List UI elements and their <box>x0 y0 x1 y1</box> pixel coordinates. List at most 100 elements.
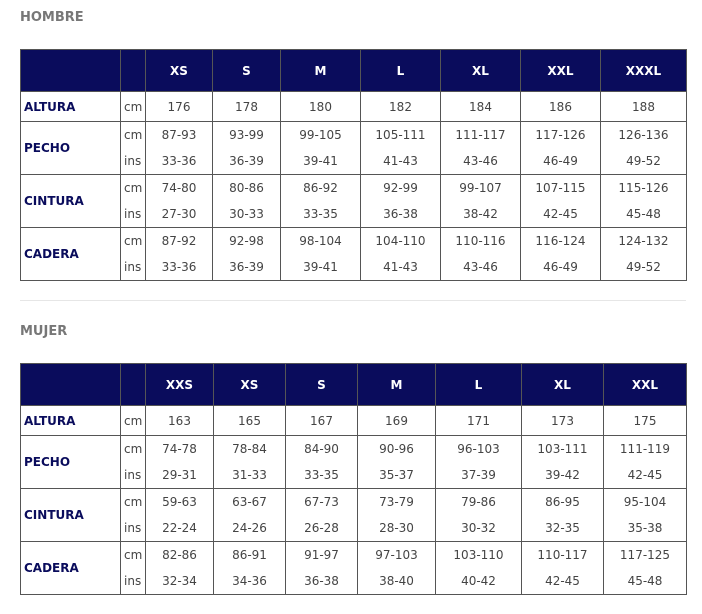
value: 33-36 <box>161 154 197 168</box>
value-cell: 117-125 45-48 <box>603 541 687 595</box>
header-row: XS S M L XL XXL XXXL <box>20 49 687 92</box>
value: 103-110 <box>453 548 504 562</box>
value: 188 <box>632 99 655 114</box>
measure-row: CADERA cm ins 82-86 32-34 86-91 34-36 91-97 36-3… <box>20 541 687 595</box>
size-table: XS S M L XL XXL XXXL ALTURA cm 176 178 180 182 184 186… <box>20 49 687 281</box>
value: 30-32 <box>461 521 496 535</box>
unit-cell: cm ins <box>120 227 146 281</box>
value: 184 <box>469 99 492 114</box>
value: 178 <box>235 99 258 114</box>
value: 38-42 <box>463 207 498 221</box>
value: 175 <box>633 413 657 428</box>
measure-row: ALTURA cm 176 178 180 182 184 186 188 <box>20 91 687 122</box>
unit-cell: cm ins <box>120 121 146 175</box>
value: 46-49 <box>543 260 578 274</box>
value: 43-46 <box>463 154 498 168</box>
value: 36-38 <box>383 207 418 221</box>
value: 63-67 <box>232 495 267 509</box>
table-body: ALTURA cm 176 178 180 182 184 186 188 PECHO cm ins 8… <box>20 91 687 281</box>
value-cell: 97-103 38-40 <box>357 541 436 595</box>
value: 78-84 <box>232 442 267 456</box>
header-cell: XXXL <box>600 49 687 92</box>
value: 38-40 <box>379 574 414 588</box>
value-cell: 86-92 33-35 <box>280 174 361 228</box>
value: 74-78 <box>162 442 197 456</box>
value: 82-86 <box>162 548 197 562</box>
measure-row: PECHO cm ins 74-78 29-31 78-84 31-33 84-90 33-35… <box>20 435 687 489</box>
value-cell: 82-86 32-34 <box>145 541 214 595</box>
measure-row: PECHO cm ins 87-93 33-36 93-99 36-39 99-105 39-4… <box>20 121 687 175</box>
value-cell: 169 <box>357 405 436 436</box>
table-head: XXS XS S M L XL XXL <box>20 363 687 406</box>
measure-row: CINTURA cm ins 74-80 27-30 80-86 30-33 86-92 33-… <box>20 174 687 228</box>
value: 91-97 <box>304 548 339 562</box>
unit: cm <box>124 181 143 195</box>
header-cell: XS <box>145 49 213 92</box>
row-label: ALTURA <box>20 405 121 436</box>
row-label: PECHO <box>20 121 121 175</box>
value: 165 <box>238 413 261 428</box>
value: 31-33 <box>232 468 267 482</box>
header-cell: L <box>360 49 441 92</box>
value-cell: 74-80 27-30 <box>145 174 213 228</box>
value-cell: 111-117 43-46 <box>440 121 521 175</box>
unit: ins <box>124 260 142 274</box>
row-label: PECHO <box>20 435 121 489</box>
value: 24-26 <box>232 521 267 535</box>
size-table: XXS XS S M L XL XXL ALTURA cm 163 165 167 169 171 173 1… <box>20 363 687 595</box>
value: 173 <box>551 413 574 428</box>
value: 36-38 <box>304 574 339 588</box>
value: 86-91 <box>232 548 267 562</box>
value-cell: 96-103 37-39 <box>435 435 522 489</box>
value-cell: 80-86 30-33 <box>212 174 281 228</box>
value-cell: 178 <box>212 91 281 122</box>
value: 98-104 <box>299 234 342 248</box>
value: 32-34 <box>162 574 197 588</box>
value: 99-105 <box>299 128 342 142</box>
value-cell: 188 <box>600 91 687 122</box>
unit: ins <box>124 207 142 221</box>
header-cell <box>120 49 146 92</box>
unit-cell: cm ins <box>120 174 146 228</box>
row-label: CADERA <box>20 541 121 595</box>
value: 93-99 <box>229 128 264 142</box>
value-cell: 110-117 42-45 <box>521 541 604 595</box>
value: 49-52 <box>626 154 661 168</box>
value: 40-42 <box>461 574 496 588</box>
value-cell: 107-115 42-45 <box>520 174 601 228</box>
value-cell: 105-111 41-43 <box>360 121 441 175</box>
value: 105-111 <box>375 128 426 142</box>
value-cell: 87-92 33-36 <box>145 227 213 281</box>
value: 110-117 <box>537 548 588 562</box>
header-cell <box>20 363 121 406</box>
value-cell: 124-132 49-52 <box>600 227 687 281</box>
value: 49-52 <box>626 260 661 274</box>
value: 103-111 <box>537 442 588 456</box>
unit: cm <box>124 413 143 428</box>
value-cell: 73-79 28-30 <box>357 488 436 542</box>
value: 27-30 <box>161 207 197 221</box>
value-cell: 176 <box>145 91 213 122</box>
header-cell: XXS <box>145 363 214 406</box>
unit: cm <box>124 548 143 562</box>
header-cell: L <box>435 363 522 406</box>
value: 107-115 <box>535 181 586 195</box>
value: 46-49 <box>543 154 578 168</box>
header-cell: S <box>212 49 281 92</box>
value: 111-117 <box>455 128 506 142</box>
value: 96-103 <box>457 442 500 456</box>
value-cell: 103-111 39-42 <box>521 435 604 489</box>
unit-cell: cm <box>120 405 146 436</box>
value-cell: 111-119 42-45 <box>603 435 687 489</box>
value: 39-41 <box>303 260 338 274</box>
value: 45-48 <box>626 207 661 221</box>
row-label: ALTURA <box>20 91 121 122</box>
value-cell: 67-73 26-28 <box>285 488 358 542</box>
value-cell: 79-86 30-32 <box>435 488 522 542</box>
value: 36-39 <box>229 154 264 168</box>
value-cell: 173 <box>521 405 604 436</box>
value-cell: 92-99 36-38 <box>360 174 441 228</box>
value: 90-96 <box>379 442 414 456</box>
unit: cm <box>124 495 143 509</box>
value: 126-136 <box>618 128 669 142</box>
